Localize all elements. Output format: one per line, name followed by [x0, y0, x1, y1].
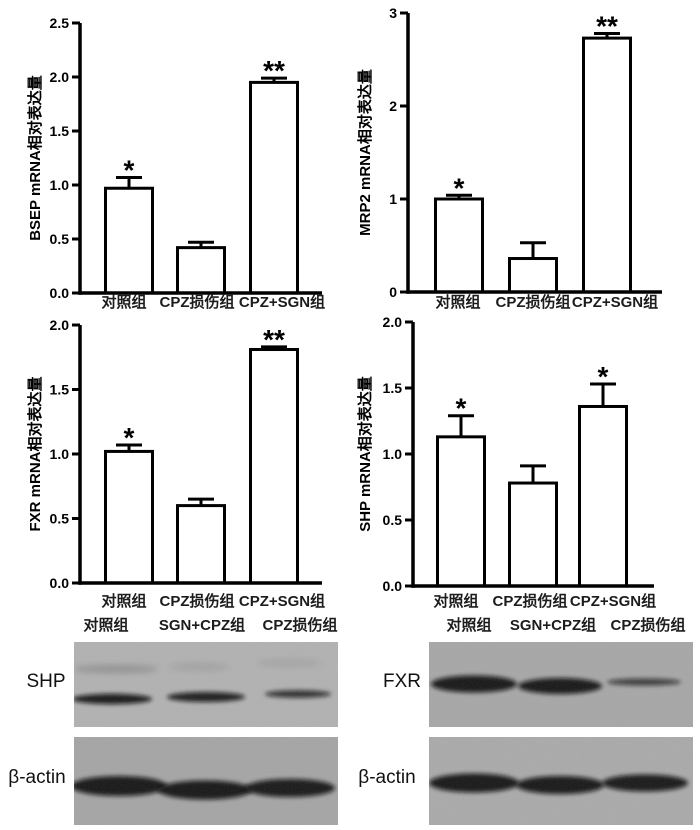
y-tick-label: 1: [389, 191, 397, 207]
bar: [249, 80, 299, 295]
y-tick-label: 0.5: [50, 231, 70, 247]
bar: [582, 36, 632, 294]
blot-noise: [74, 642, 338, 727]
bar: [104, 186, 154, 295]
y-tick-label: 2.0: [383, 315, 403, 330]
x-category-label: CPZ+SGN组: [239, 592, 325, 610]
x-category-label: 对照组: [101, 592, 146, 610]
x-category-label: CPZ+SGN组: [572, 293, 658, 311]
bar: [508, 481, 558, 588]
blot-row-label-bactin-left: β-actin: [8, 767, 66, 788]
y-tick-label: 2: [389, 98, 397, 114]
x-category-label: CPZ损伤组: [159, 592, 234, 610]
x-category-label: 对照组: [433, 592, 478, 610]
x-category-label: CPZ损伤组: [159, 293, 234, 311]
significance-marker: **: [596, 10, 618, 41]
bar: [176, 504, 226, 585]
x-category-label: CPZ损伤组: [492, 592, 567, 610]
y-axis-title: BSEP mRNA相对表达量: [26, 75, 44, 241]
blot-image-fxr: [429, 642, 693, 727]
x-category-label: CPZ+SGN组: [570, 592, 656, 610]
y-tick-label: 0.0: [50, 575, 70, 591]
bar: [249, 348, 299, 585]
blot-row-label-fxr: FXR: [383, 671, 421, 692]
y-tick-label: 0.5: [50, 511, 70, 527]
significance-marker: *: [124, 422, 135, 453]
y-axis-title: FXR mRNA相对表达量: [26, 376, 44, 531]
y-tick-label: 2.0: [50, 317, 70, 333]
y-tick-label: 1.0: [50, 446, 70, 462]
blot-noise: [429, 642, 693, 727]
blot-image-shp: [74, 642, 338, 727]
y-tick-label: 1.5: [383, 380, 403, 396]
x-category-label: 对照组: [101, 293, 146, 311]
y-tick-label: 2.5: [50, 15, 70, 31]
blot-noise: [429, 737, 693, 825]
bar: [508, 257, 558, 294]
blot-row-label-shp: SHP: [26, 671, 66, 692]
blot-image-bactin: [74, 737, 338, 825]
y-tick-label: 3: [389, 5, 397, 21]
y-tick-label: 1.5: [50, 123, 70, 139]
significance-marker: *: [456, 393, 467, 424]
blot-row-label-bactin-right: β-actin: [358, 767, 416, 788]
blot-lane-label: CPZ损伤组: [610, 617, 686, 634]
significance-marker: **: [263, 55, 285, 86]
significance-marker: *: [124, 154, 135, 185]
y-tick-label: 0.5: [383, 512, 403, 528]
y-tick-label: 0: [389, 284, 397, 300]
x-category-label: CPZ+SGN组: [239, 293, 325, 311]
bar: [434, 197, 484, 294]
blot-lane-label: 对照组: [83, 617, 129, 634]
blot-lane-label: SGN+CPZ组: [509, 617, 597, 634]
bar: [578, 404, 628, 588]
x-category-label: 对照组: [435, 293, 480, 311]
x-category-label: CPZ损伤组: [495, 293, 570, 311]
bar: [104, 449, 154, 585]
bar: [176, 246, 226, 295]
blot-image-bactin: [429, 737, 693, 825]
significance-marker: *: [454, 172, 465, 203]
y-axis-title: MRP2 mRNA相对表达量: [356, 69, 374, 236]
significance-marker: *: [598, 361, 609, 392]
blot-lane-label: 对照组: [446, 617, 492, 634]
y-tick-label: 1.5: [50, 382, 70, 398]
blot-noise: [74, 737, 338, 825]
y-tick-label: 0.0: [50, 285, 70, 301]
significance-marker: **: [263, 324, 285, 355]
y-tick-label: 0.0: [383, 578, 403, 594]
blot-lane-label: CPZ损伤组: [262, 617, 338, 634]
y-tick-label: 1.0: [383, 446, 403, 462]
y-tick-label: 1.0: [50, 177, 70, 193]
y-axis-title: SHP mRNA相对表达量: [356, 376, 374, 532]
bar: [436, 435, 486, 588]
blot-lane-label: SGN+CPZ组: [158, 617, 246, 634]
y-tick-label: 2.0: [50, 69, 70, 85]
